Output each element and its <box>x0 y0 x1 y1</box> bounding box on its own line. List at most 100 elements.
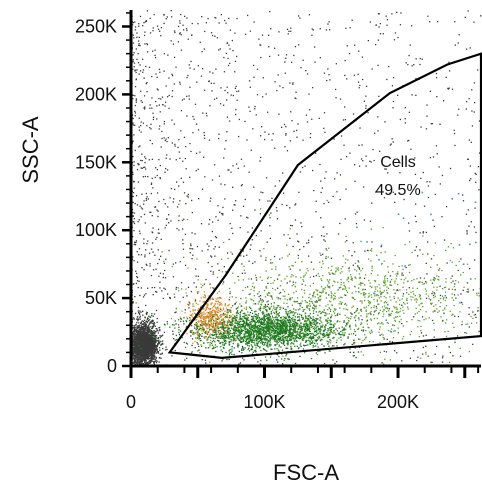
event-dot <box>138 361 140 364</box>
event-dot <box>158 327 160 329</box>
event-dot <box>354 180 356 182</box>
event-dot <box>132 211 134 214</box>
event-dot <box>358 346 361 349</box>
event-dot <box>289 268 291 270</box>
event-dot <box>162 104 164 106</box>
event-dot <box>158 339 160 341</box>
event-dot <box>367 40 369 42</box>
event-dot <box>256 320 259 323</box>
event-dot <box>133 361 135 363</box>
event-dot <box>162 297 164 300</box>
event-dot <box>241 326 243 328</box>
event-dot <box>139 310 141 312</box>
event-dot <box>151 231 153 233</box>
event-dot <box>315 352 317 354</box>
event-dot <box>144 352 146 354</box>
event-dot <box>404 122 407 124</box>
event-dot <box>134 359 136 361</box>
event-dot <box>265 259 267 261</box>
event-dot <box>143 350 145 352</box>
event-dot <box>136 349 138 351</box>
event-dot <box>229 48 231 50</box>
event-dot <box>149 347 152 349</box>
event-dot <box>180 110 183 112</box>
event-dot <box>134 21 136 23</box>
event-dot <box>464 16 466 18</box>
event-dot <box>240 158 243 160</box>
event-dot <box>186 295 188 297</box>
event-dot <box>397 36 399 39</box>
event-dot <box>249 248 251 251</box>
event-dot <box>161 96 164 98</box>
event-dot <box>191 34 193 36</box>
event-dot <box>405 266 407 269</box>
event-dot <box>253 325 255 327</box>
event-dot <box>183 192 186 194</box>
event-dot <box>282 87 284 89</box>
event-dot <box>144 162 146 164</box>
event-dot <box>142 354 144 356</box>
event-dot <box>135 99 137 101</box>
event-dot <box>161 130 163 133</box>
event-dot <box>274 185 276 187</box>
event-dot <box>241 348 243 350</box>
event-dot <box>443 100 445 102</box>
event-dot <box>166 154 168 156</box>
event-dot <box>139 329 142 331</box>
event-dot <box>236 99 238 101</box>
event-dot <box>333 345 335 347</box>
event-dot <box>210 255 212 257</box>
event-dot <box>323 239 325 241</box>
event-dot <box>229 336 231 339</box>
event-dot <box>413 316 415 318</box>
event-dot <box>178 219 180 222</box>
event-dot <box>131 343 134 345</box>
event-dot <box>277 341 279 344</box>
event-dot <box>147 328 149 330</box>
event-dot <box>320 217 322 219</box>
event-dot <box>273 255 276 258</box>
event-dot <box>139 70 142 72</box>
event-dot <box>339 198 341 201</box>
event-dot <box>260 56 262 59</box>
event-dot <box>139 356 141 358</box>
event-dot <box>158 258 160 261</box>
event-dot <box>150 248 153 250</box>
event-dot <box>137 162 139 165</box>
event-dot <box>403 198 405 201</box>
event-dot <box>220 308 222 310</box>
event-dot <box>364 250 366 252</box>
event-dot <box>399 118 401 121</box>
event-dot <box>330 320 332 322</box>
event-dot <box>469 47 471 49</box>
event-dot <box>281 325 283 327</box>
event-dot <box>282 307 284 309</box>
event-dot <box>286 336 288 338</box>
event-dot <box>150 183 153 185</box>
event-dot <box>429 90 431 92</box>
event-dot <box>260 44 262 46</box>
event-dot <box>234 32 236 34</box>
event-dot <box>344 106 346 108</box>
event-dot <box>150 192 152 195</box>
event-dot <box>269 342 271 344</box>
event-dot <box>296 300 298 303</box>
event-dot <box>190 244 192 247</box>
event-dot <box>377 64 379 66</box>
event-dot <box>143 355 145 357</box>
event-dot <box>146 264 148 266</box>
event-dot <box>243 359 245 361</box>
event-dot <box>136 325 139 327</box>
event-dot <box>139 205 141 207</box>
event-dot <box>162 276 164 279</box>
event-dot <box>392 107 394 109</box>
event-dot <box>241 263 243 265</box>
event-dot <box>260 230 262 232</box>
event-dot <box>136 352 138 354</box>
event-dot <box>269 55 271 58</box>
event-dot <box>249 311 252 314</box>
event-dot <box>264 138 266 141</box>
event-dot <box>154 351 156 353</box>
event-dot <box>145 320 148 322</box>
event-dot <box>375 24 377 26</box>
